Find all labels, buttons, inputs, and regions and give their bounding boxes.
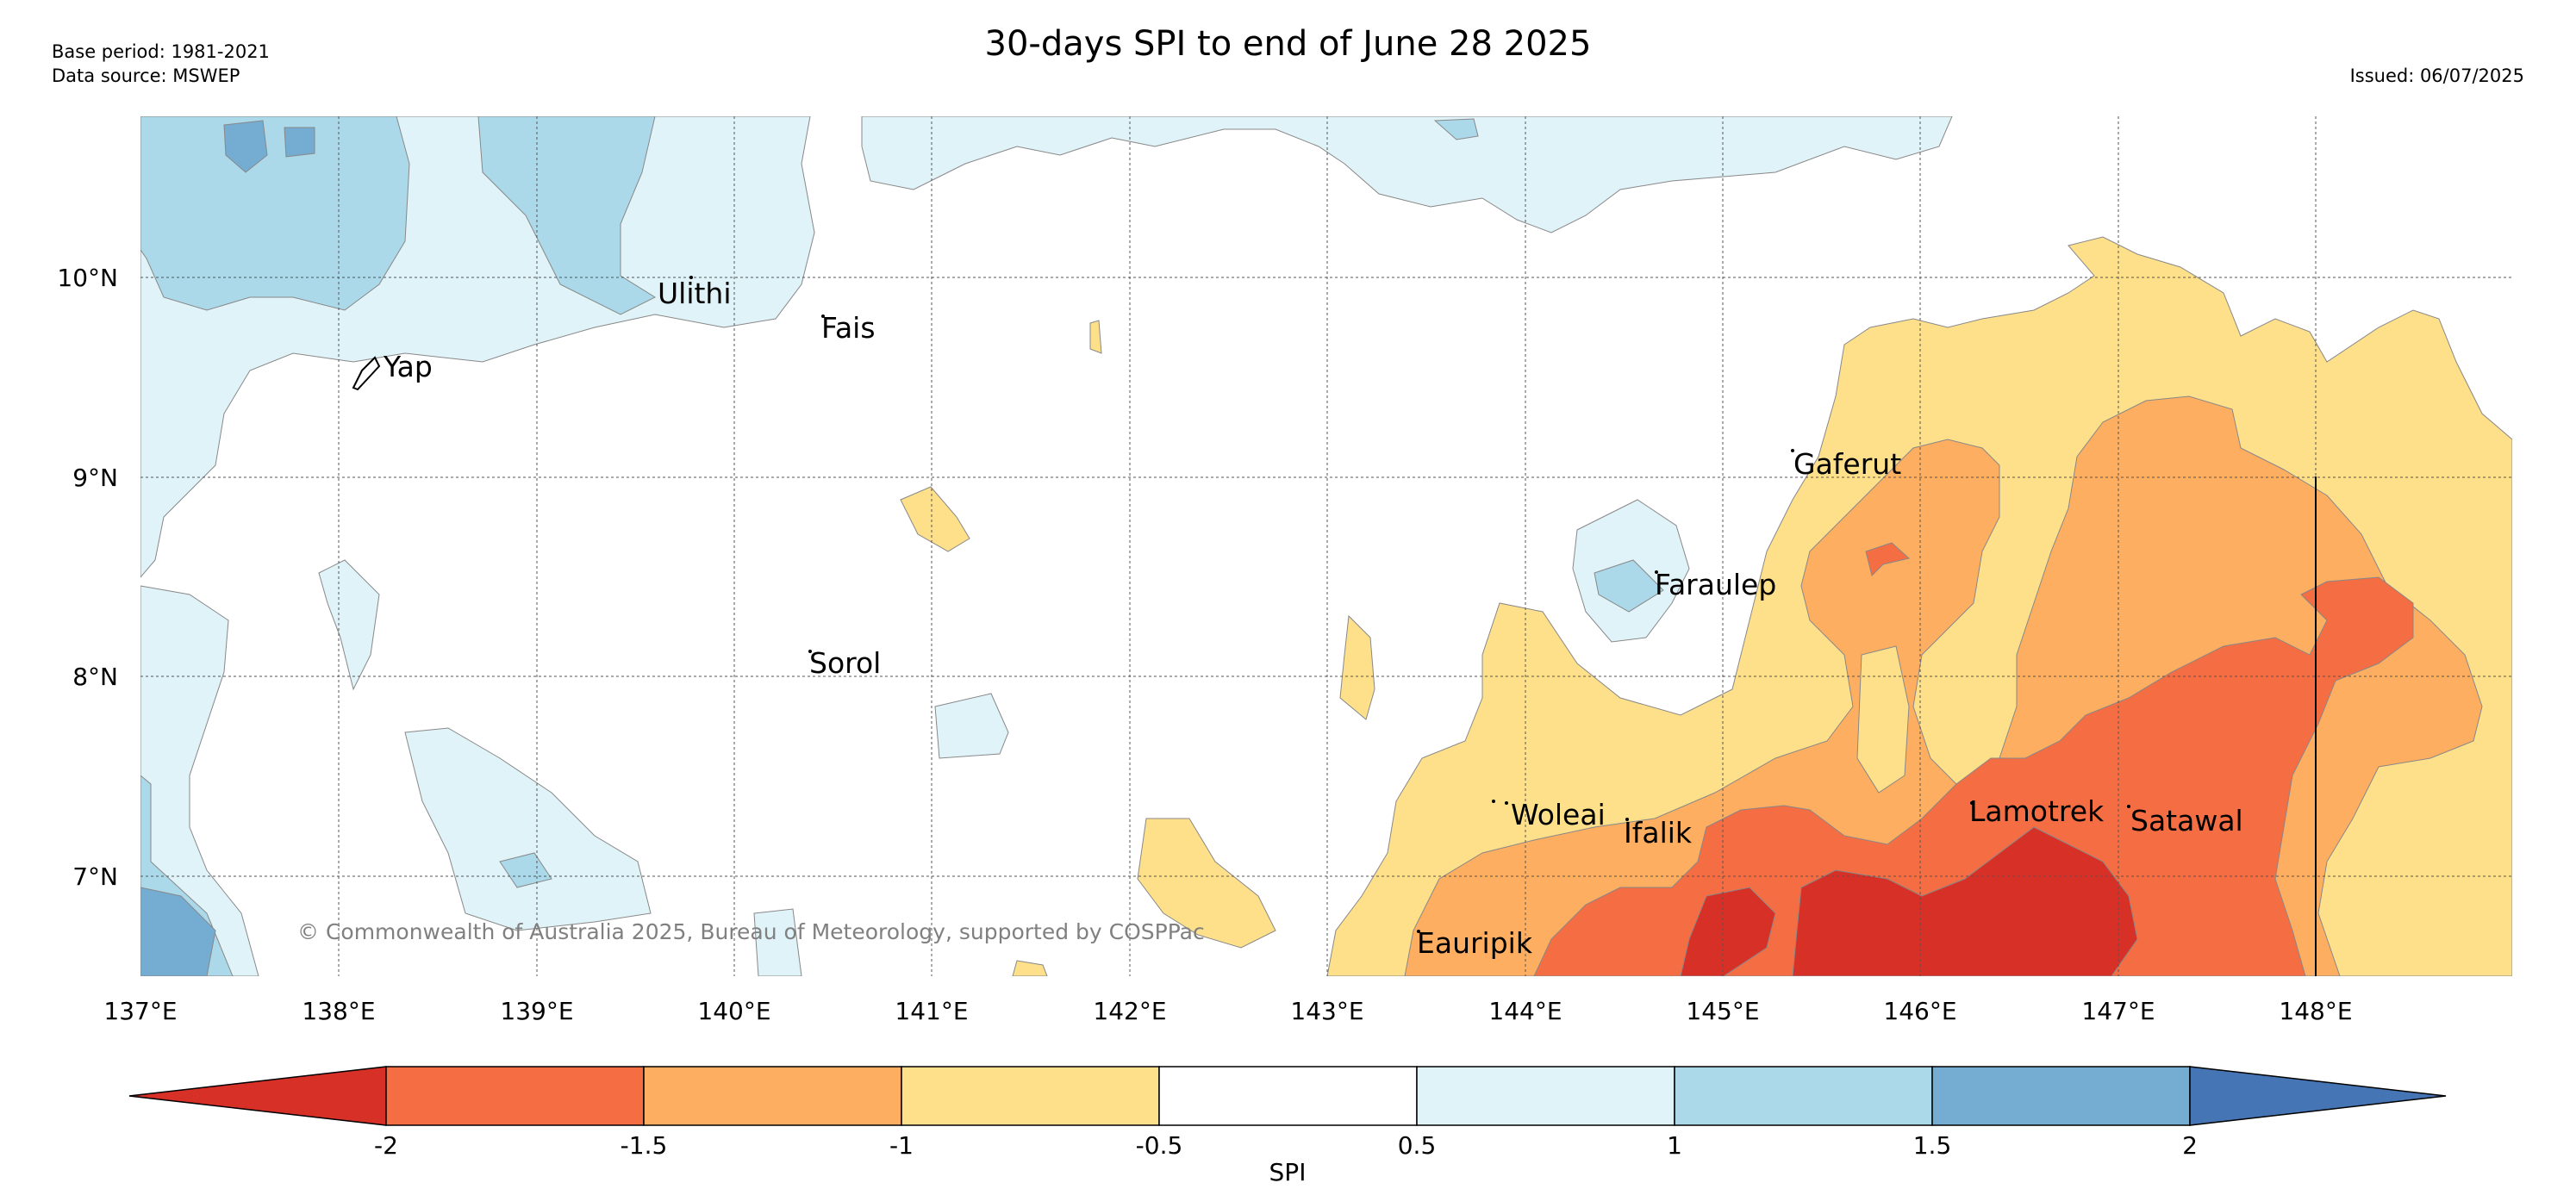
- colorbar-tick: -1.5: [621, 1131, 668, 1160]
- colorbar-segment: [1158, 1066, 1418, 1126]
- colorbar-extend-high: [2189, 1066, 2447, 1126]
- very-wet-patch-1: [223, 120, 268, 173]
- slightly-dry-patch-4: [1339, 614, 1375, 720]
- colorbar-ticks: -2 -1.5 -1 -0.5 0.5 1 1.5 2 SPI: [374, 1131, 2198, 1186]
- colorbar-tick: -1: [889, 1131, 914, 1160]
- longitude-labels: 137°E 138°E 139°E 140°E 141°E 142°E 143°…: [103, 997, 2352, 1025]
- label-yap: Yap: [383, 350, 433, 383]
- slightly-dry-patch-3: [1137, 818, 1276, 949]
- lat-label: 9°N: [72, 464, 118, 492]
- colorbar-tick: 2: [2182, 1131, 2198, 1160]
- map-title: 30-days SPI to end of June 28 2025: [984, 24, 1592, 64]
- colorbar-segment: [901, 1066, 1160, 1126]
- lat-label: 8°N: [72, 663, 118, 691]
- colorbar-extend-low: [128, 1066, 387, 1126]
- graticule: [140, 116, 2512, 976]
- lon-label: 146°E: [1883, 997, 1956, 1025]
- place-labels: Yap Ulithi Fais Gaferut Faraulep Sorol W…: [383, 277, 2243, 960]
- lat-label: 7°N: [72, 862, 118, 891]
- colorbar-segment: [1416, 1066, 1675, 1126]
- colorbar: [128, 1066, 2447, 1126]
- label-faraulep: Faraulep: [1655, 568, 1776, 601]
- issued-date-text: Issued: 06/07/2025: [2349, 65, 2524, 86]
- lon-label: 148°E: [2279, 997, 2352, 1025]
- colorbar-tick: 1: [1667, 1131, 1682, 1160]
- lon-label: 140°E: [697, 997, 770, 1025]
- data-source-text: Data source: MSWEP: [52, 65, 240, 86]
- lon-label: 145°E: [1686, 997, 1759, 1025]
- label-ifalik: Ifalik: [1624, 816, 1693, 850]
- slightly-wet-region-sw: [140, 585, 259, 976]
- slightly-dry-inset: [1856, 645, 1910, 794]
- colorbar-segment: [1931, 1066, 2191, 1126]
- wet-patch-faraulep: [1594, 559, 1664, 613]
- lon-label: 143°E: [1290, 997, 1363, 1025]
- lon-label: 138°E: [302, 997, 375, 1025]
- colorbar-segment: [643, 1066, 902, 1126]
- lon-label: 147°E: [2081, 997, 2155, 1025]
- lon-label: 139°E: [500, 997, 573, 1025]
- slightly-wet-patch-c: [934, 693, 1009, 759]
- label-sorol: Sorol: [809, 646, 881, 680]
- wet-patch-n: [1433, 118, 1479, 140]
- island-markers: [352, 276, 2130, 933]
- label-gaferut: Gaferut: [1793, 447, 1901, 481]
- slightly-dry-patch-1: [900, 486, 970, 552]
- copyright-text: © Commonwealth of Australia 2025, Bureau…: [297, 919, 1205, 944]
- spi-fields: [140, 116, 2512, 976]
- slightly-dry-patch-2: [1089, 320, 1102, 354]
- base-period-text: Base period: 1981-2021: [52, 41, 270, 62]
- slightly-dry-patch-5: [1012, 960, 1048, 976]
- wet-region-nw: [140, 116, 410, 311]
- label-satawal: Satawal: [2130, 804, 2243, 837]
- slightly-wet-patch-sw3: [318, 559, 380, 691]
- latitude-labels: 10°N 9°N 8°N 7°N: [57, 264, 118, 891]
- colorbar-segment: [1674, 1066, 1933, 1126]
- dry-patch-small: [1865, 542, 1911, 576]
- colorbar-tick: -0.5: [1136, 1131, 1183, 1160]
- label-eauripik: Eauripik: [1417, 926, 1533, 960]
- label-ulithi: Ulithi: [658, 277, 732, 310]
- colorbar-segment: [385, 1066, 645, 1126]
- slightly-wet-patch-sw2: [404, 727, 652, 931]
- lon-label: 141°E: [895, 997, 968, 1025]
- slightly-wet-patch-c2: [753, 908, 802, 976]
- lon-label: 137°E: [103, 997, 177, 1025]
- label-fais: Fais: [821, 311, 876, 345]
- wet-patch-sw: [499, 852, 552, 888]
- yap-island-shape: [352, 356, 381, 391]
- slightly-wet-region-n: [861, 116, 1953, 233]
- colorbar-tick: -2: [374, 1131, 398, 1160]
- colorbar-tick: 1.5: [1913, 1131, 1952, 1160]
- label-lamotrek: Lamotrek: [1969, 794, 2105, 828]
- very-wet-patch-2: [284, 127, 315, 158]
- lon-label: 142°E: [1093, 997, 1166, 1025]
- very-wet-region-sw: [140, 887, 216, 976]
- colorbar-tick: 0.5: [1398, 1131, 1437, 1160]
- label-woleai: Woleai: [1511, 798, 1606, 831]
- lon-label: 144°E: [1488, 997, 1562, 1025]
- colorbar-label: SPI: [1269, 1158, 1307, 1186]
- very-dry-region-se: [1792, 826, 2138, 976]
- very-dry-patch-2: [1680, 887, 1776, 976]
- wet-region-nw-2: [477, 116, 657, 315]
- lat-label: 10°N: [57, 264, 118, 292]
